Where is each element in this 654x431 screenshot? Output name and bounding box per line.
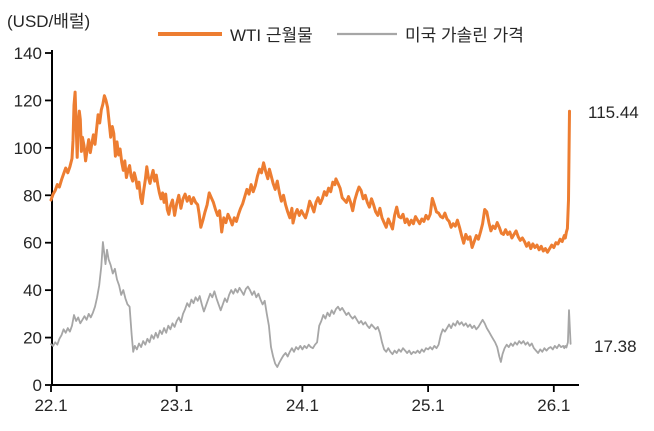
wti-series-line	[49, 90, 571, 254]
y-tick-label: 140	[14, 44, 42, 63]
x-tick-label: 24.1	[286, 396, 319, 415]
y-tick-label: 20	[23, 329, 42, 348]
x-tick-label: 23.1	[160, 396, 193, 415]
axes: 0 20 40 60 80 100 120 140 22.1 23.1 24.1 25.1 26.1	[14, 44, 579, 415]
x-tick-label: 22.1	[34, 396, 67, 415]
gasoline-last-value-label: 17.38	[594, 337, 637, 356]
y-tick-label: 60	[23, 234, 42, 253]
legend: WTI 근월물 미국 가솔린 가격	[158, 26, 524, 45]
wti-last-value-label: 115.44	[588, 103, 639, 122]
series-lines	[49, 90, 572, 368]
legend-wti-label: WTI 근월물	[230, 26, 313, 45]
y-tick-label: 120	[14, 91, 42, 110]
y-tick-label: 80	[23, 186, 42, 205]
y-axis-ticks: 0 20 40 60 80 100 120 140	[14, 44, 51, 395]
y-tick-label: 40	[23, 281, 42, 300]
y-tick-label: 0	[33, 376, 42, 395]
y-tick-label: 100	[14, 139, 42, 158]
x-axis-ticks: 22.1 23.1 24.1 25.1 26.1	[34, 386, 570, 415]
x-tick-label: 25.1	[412, 396, 445, 415]
legend-gasoline-label: 미국 가솔린 가격	[405, 26, 524, 45]
gasoline-series-line	[50, 241, 572, 368]
x-tick-label: 26.1	[537, 396, 570, 415]
y-axis-unit-label: (USD/배럴)	[7, 12, 90, 31]
